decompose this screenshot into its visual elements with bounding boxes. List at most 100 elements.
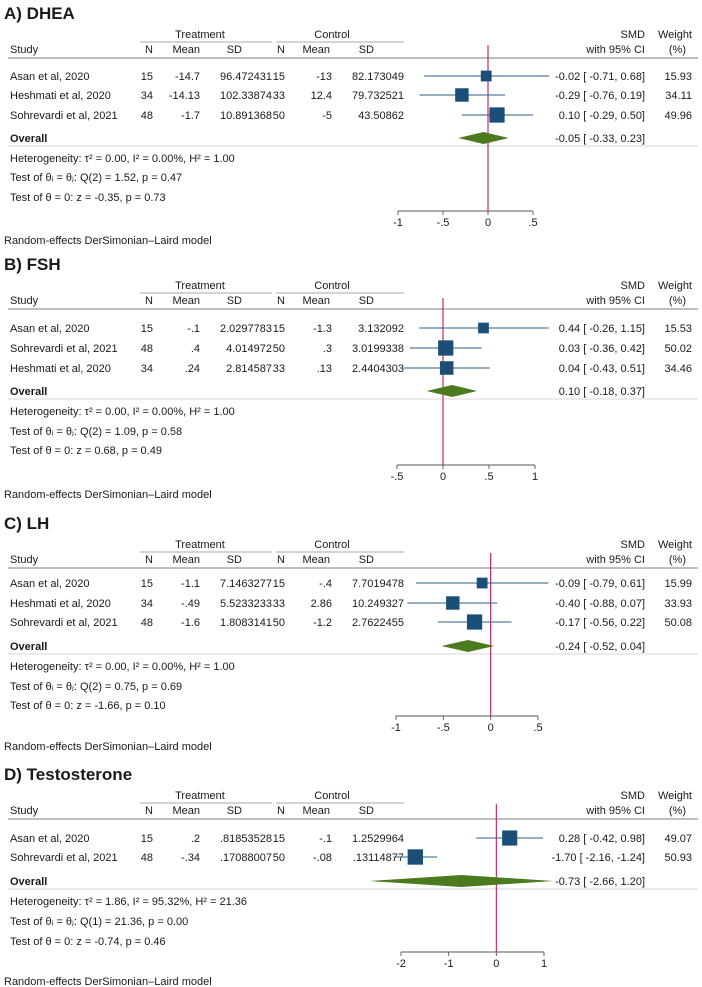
mean-treatment: -14.7: [175, 71, 200, 83]
x-tick-label: -1: [444, 958, 454, 970]
mean-treatment: -1.1: [181, 578, 200, 590]
effect-square: [466, 614, 483, 630]
weight-value: 34.46: [664, 363, 692, 375]
smd-ci-value: 0.03 [ -0.36, 0.42]: [559, 343, 645, 355]
n-control: 15: [273, 71, 285, 83]
panel-title: D) Testosterone: [4, 765, 132, 784]
sd-control: 2.4404303: [352, 363, 404, 375]
n-treatment: 48: [141, 343, 153, 355]
study-name: Heshmati et al, 2020: [10, 90, 111, 102]
overall-label: Overall: [10, 641, 47, 653]
treatment-header: Treatment: [175, 29, 225, 41]
mean-control: -.4: [319, 578, 332, 590]
study-name: Heshmati et al, 2020: [10, 598, 111, 610]
smd-header: SMD: [621, 29, 646, 41]
n-control: 50: [273, 617, 285, 629]
mean-treatment: -14.13: [169, 90, 200, 102]
sd-treatment-header: SD: [227, 44, 242, 56]
n-treatment: 15: [141, 833, 153, 845]
effect-square: [480, 70, 492, 82]
n-control: 33: [273, 598, 285, 610]
heterogeneity-stat: Test of θᵢ = θⱼ: Q(2) = 1.52, p = 0.47: [10, 172, 182, 184]
mean-control: -1.2: [313, 617, 332, 629]
model-note: Random-effects DerSimonian–Laird model: [4, 489, 212, 501]
sd-treatment: 7.1463277: [220, 578, 272, 590]
study-name: Heshmati et al, 2020: [10, 363, 111, 375]
smd-ci-value: -1.70 [ -2.16, -1.24]: [551, 852, 645, 864]
mean-treatment: -.34: [181, 852, 200, 864]
heterogeneity-stat: Test of θ = 0: z = -0.74, p = 0.46: [10, 936, 166, 948]
mean-control: .13: [317, 363, 332, 375]
sd-treatment-header: SD: [227, 295, 242, 307]
panel-title: B) FSH: [4, 255, 61, 274]
weight-unit-header: (%): [669, 805, 686, 817]
smd-ci-value: -0.02 [ -0.71, 0.68]: [555, 71, 645, 83]
x-tick-label: .5: [484, 471, 493, 483]
heterogeneity-stat: Heterogeneity: τ² = 1.86, I² = 95.32%, H…: [10, 896, 247, 908]
sd-treatment: 102.33874: [220, 90, 272, 102]
x-tick-label: -.5: [437, 722, 450, 734]
x-tick-label: .5: [533, 722, 542, 734]
n-control: 15: [273, 323, 285, 335]
heterogeneity-stat: Heterogeneity: τ² = 0.00, I² = 0.00%, H²…: [10, 406, 235, 418]
n-treatment-header: N: [145, 554, 153, 566]
study-column-header: Study: [10, 805, 39, 817]
mean-treatment: .2: [191, 833, 200, 845]
x-tick-label: 0: [485, 217, 491, 229]
sd-control: 2.7622455: [352, 617, 404, 629]
sd-control: 3.132092: [358, 323, 404, 335]
sd-treatment: 96.472431: [220, 71, 272, 83]
heterogeneity-stat: Heterogeneity: τ² = 0.00, I² = 0.00%, H²…: [10, 661, 235, 673]
mean-control: -13: [316, 71, 332, 83]
sd-treatment: 4.014972: [226, 343, 272, 355]
sd-control-header: SD: [359, 44, 374, 56]
mean-control-header: Mean: [302, 805, 330, 817]
sd-control-header: SD: [359, 805, 374, 817]
smd-ci-header: with 95% CI: [585, 295, 645, 307]
n-control: 33: [273, 90, 285, 102]
mean-treatment: -1.7: [181, 110, 200, 122]
sd-control: 43.50862: [358, 110, 404, 122]
x-tick-label: -1: [393, 217, 403, 229]
treatment-header: Treatment: [175, 790, 225, 802]
weight-value: 33.93: [664, 598, 692, 610]
weight-value: 50.02: [664, 343, 692, 355]
effect-square: [502, 830, 518, 846]
sd-treatment-header: SD: [227, 554, 242, 566]
study-name: Sohrevardi et al, 2021: [10, 852, 118, 864]
mean-treatment: -1.6: [181, 617, 200, 629]
mean-treatment-header: Mean: [172, 44, 200, 56]
n-treatment: 15: [141, 71, 153, 83]
effect-square: [446, 596, 460, 610]
n-control-header: N: [277, 295, 285, 307]
treatment-header: Treatment: [175, 539, 225, 551]
mean-control: -5: [322, 110, 332, 122]
weight-value: 50.08: [664, 617, 692, 629]
smd-ci-value: 0.44 [ -0.26, 1.15]: [559, 323, 645, 335]
sd-control: 1.2529964: [352, 833, 404, 845]
weight-header: Weight: [658, 29, 692, 41]
x-tick-label: 0: [488, 722, 494, 734]
sd-control: 79.732521: [352, 90, 404, 102]
mean-control-header: Mean: [302, 554, 330, 566]
smd-ci-header: with 95% CI: [585, 44, 645, 56]
mean-control: 12.4: [311, 90, 332, 102]
n-treatment-header: N: [145, 295, 153, 307]
weight-value: 15.53: [664, 323, 692, 335]
study-column-header: Study: [10, 44, 39, 56]
model-note: Random-effects DerSimonian–Laird model: [4, 741, 212, 753]
smd-ci-value: -0.29 [ -0.76, 0.19]: [555, 90, 645, 102]
weight-value: 15.99: [664, 578, 692, 590]
heterogeneity-stat: Test of θ = 0: z = -1.66, p = 0.10: [10, 700, 166, 712]
weight-value: 34.11: [665, 90, 692, 102]
effect-square: [478, 322, 489, 334]
weight-unit-header: (%): [669, 295, 686, 307]
sd-treatment: .17088007: [220, 852, 272, 864]
n-control: 15: [273, 578, 285, 590]
x-tick-label: -2: [396, 958, 406, 970]
overall-diamond: [369, 875, 554, 887]
mean-control: 2.86: [311, 598, 332, 610]
sd-control: 10.249327: [352, 598, 404, 610]
mean-control: -1.3: [313, 323, 332, 335]
overall-smd-ci: -0.73 [ -2.66, 1.20]: [555, 876, 645, 888]
